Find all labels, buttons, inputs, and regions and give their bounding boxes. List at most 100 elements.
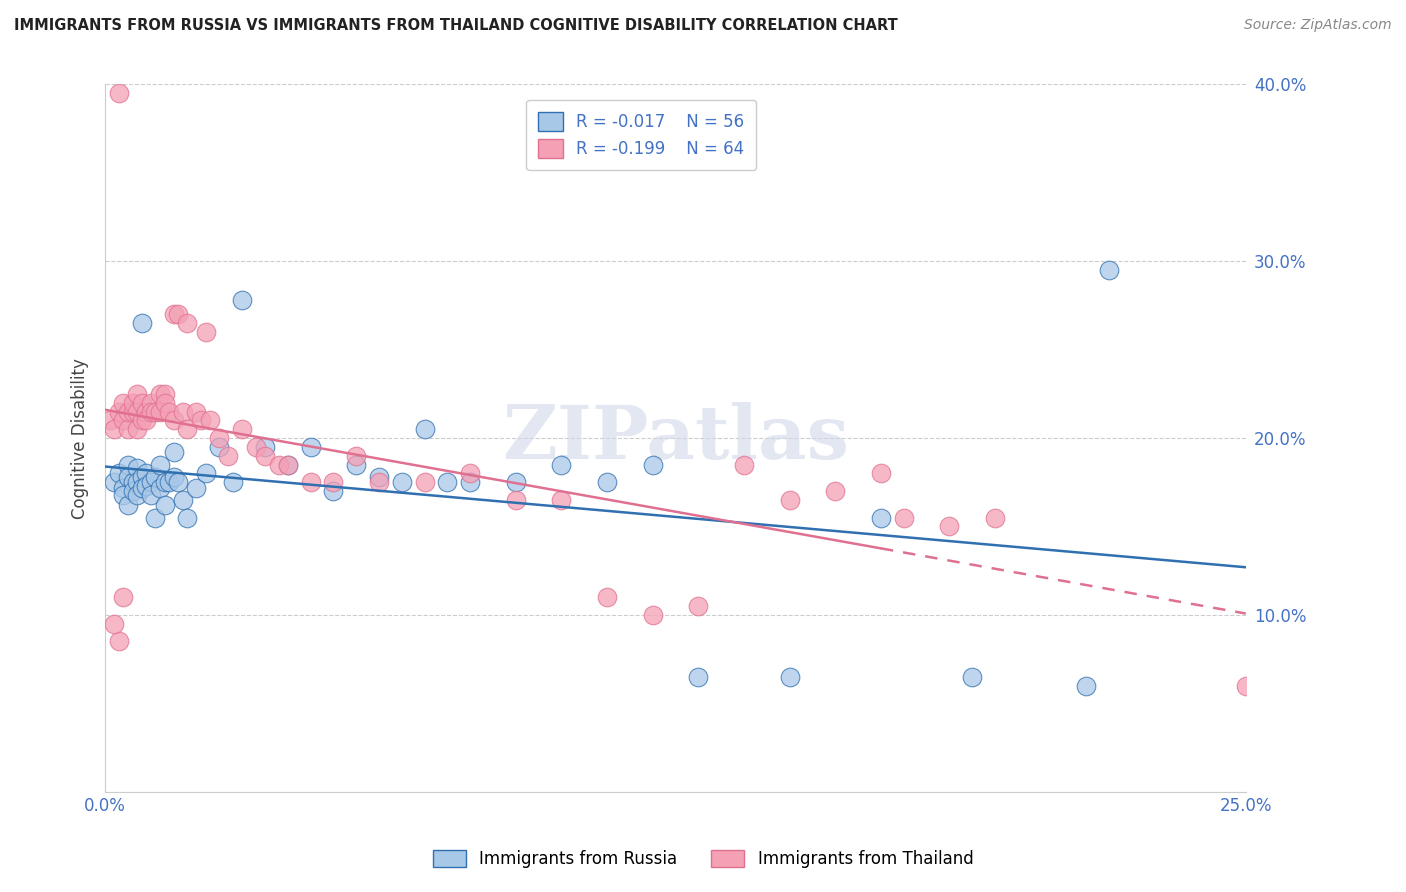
Point	[779, 670, 801, 684]
Point	[641, 607, 664, 622]
Point	[550, 458, 572, 472]
Point	[131, 470, 153, 484]
Point	[127, 475, 149, 490]
Point	[176, 316, 198, 330]
Point	[117, 458, 139, 472]
Point	[112, 481, 135, 495]
Point	[231, 293, 253, 307]
Point	[436, 475, 458, 490]
Point	[1234, 679, 1257, 693]
Point	[153, 387, 176, 401]
Point	[176, 422, 198, 436]
Point	[194, 325, 217, 339]
Point	[117, 470, 139, 484]
Point	[391, 475, 413, 490]
Point	[190, 413, 212, 427]
Point	[117, 422, 139, 436]
Text: IMMIGRANTS FROM RUSSIA VS IMMIGRANTS FROM THAILAND COGNITIVE DISABILITY CORRELAT: IMMIGRANTS FROM RUSSIA VS IMMIGRANTS FRO…	[14, 18, 898, 33]
Text: Source: ZipAtlas.com: Source: ZipAtlas.com	[1244, 18, 1392, 32]
Point	[167, 307, 190, 321]
Point	[135, 404, 157, 418]
Point	[779, 492, 801, 507]
Point	[222, 475, 245, 490]
Point	[344, 458, 367, 472]
Point	[127, 387, 149, 401]
Point	[893, 510, 915, 524]
Point	[108, 404, 131, 418]
Point	[108, 634, 131, 648]
Point	[299, 440, 322, 454]
Point	[413, 422, 436, 436]
Point	[103, 616, 125, 631]
Point	[299, 475, 322, 490]
Point	[688, 599, 710, 613]
Point	[344, 449, 367, 463]
Point	[194, 467, 217, 481]
Point	[127, 488, 149, 502]
Point	[198, 413, 221, 427]
Point	[103, 475, 125, 490]
Point	[112, 413, 135, 427]
Point	[458, 467, 481, 481]
Point	[112, 488, 135, 502]
Point	[277, 458, 299, 472]
Point	[149, 458, 172, 472]
Point	[112, 591, 135, 605]
Point	[208, 431, 231, 445]
Point	[108, 87, 131, 101]
Point	[368, 470, 391, 484]
Point	[641, 458, 664, 472]
Point	[121, 484, 143, 499]
Point	[267, 458, 290, 472]
Point	[688, 670, 710, 684]
Point	[208, 440, 231, 454]
Point	[186, 404, 208, 418]
Point	[217, 449, 239, 463]
Point	[176, 510, 198, 524]
Point	[172, 492, 194, 507]
Point	[153, 498, 176, 512]
Y-axis label: Cognitive Disability: Cognitive Disability	[72, 358, 89, 518]
Point	[145, 510, 167, 524]
Point	[231, 422, 253, 436]
Point	[824, 484, 846, 499]
Point	[172, 404, 194, 418]
Point	[163, 307, 186, 321]
Point	[149, 387, 172, 401]
Point	[131, 395, 153, 409]
Point	[505, 492, 527, 507]
Point	[938, 519, 960, 533]
Point	[596, 475, 619, 490]
Point	[960, 670, 983, 684]
Point	[127, 404, 149, 418]
Text: ZIPatlas: ZIPatlas	[502, 401, 849, 475]
Point	[121, 395, 143, 409]
Point	[163, 470, 186, 484]
Point	[186, 481, 208, 495]
Point	[1074, 679, 1097, 693]
Point	[112, 395, 135, 409]
Point	[139, 404, 162, 418]
Point	[505, 475, 527, 490]
Legend: R = -0.017    N = 56, R = -0.199    N = 64: R = -0.017 N = 56, R = -0.199 N = 64	[526, 100, 756, 170]
Point	[131, 316, 153, 330]
Point	[153, 395, 176, 409]
Point	[145, 470, 167, 484]
Point	[108, 467, 131, 481]
Point	[163, 445, 186, 459]
Point	[131, 481, 153, 495]
Point	[157, 404, 180, 418]
Point	[121, 475, 143, 490]
Point	[458, 475, 481, 490]
Point	[139, 395, 162, 409]
Point	[322, 475, 344, 490]
Point	[98, 413, 121, 427]
Point	[139, 475, 162, 490]
Point	[127, 422, 149, 436]
Point	[149, 481, 172, 495]
Point	[253, 449, 276, 463]
Point	[1098, 263, 1121, 277]
Point	[139, 488, 162, 502]
Point	[135, 413, 157, 427]
Point	[550, 492, 572, 507]
